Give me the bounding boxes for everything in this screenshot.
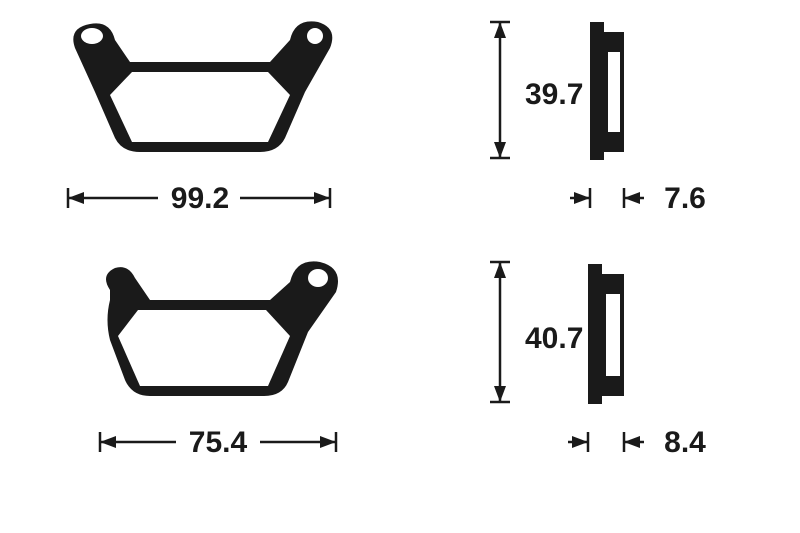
bottom-pad-side-view [588, 264, 624, 404]
top-pad-friction-surface [110, 72, 290, 142]
top-pad-hole-left [81, 28, 103, 44]
bottom-side-notch [606, 294, 620, 376]
bottom-side-backplate [588, 264, 602, 404]
bottom-width-dimension: 75.4 [100, 426, 336, 459]
top-pad-side-view [590, 22, 624, 160]
bottom-height-label: 40.7 [525, 322, 583, 355]
top-side-backplate [590, 22, 604, 160]
brake-pad-dimension-diagram: 99.2 39.7 7.6 75.4 [0, 0, 800, 533]
bottom-thickness-dimension: 8.4 [568, 426, 706, 459]
bottom-width-label: 75.4 [189, 426, 248, 459]
top-pad-hole-right [307, 28, 323, 44]
bottom-pad-face-view [106, 261, 338, 396]
top-height-dimension: 39.7 [490, 22, 583, 158]
top-width-label: 99.2 [171, 182, 229, 215]
top-pad-face-view [73, 21, 332, 152]
bottom-height-dimension: 40.7 [490, 262, 583, 402]
top-width-dimension: 99.2 [68, 182, 330, 215]
bottom-pad-hole-right [308, 269, 328, 287]
top-side-notch [608, 52, 620, 132]
top-thickness-dimension: 7.6 [570, 182, 706, 215]
bottom-thickness-label: 8.4 [664, 426, 706, 459]
bottom-pad-friction-surface [118, 310, 290, 386]
top-height-label: 39.7 [525, 78, 583, 111]
top-thickness-label: 7.6 [664, 182, 706, 215]
